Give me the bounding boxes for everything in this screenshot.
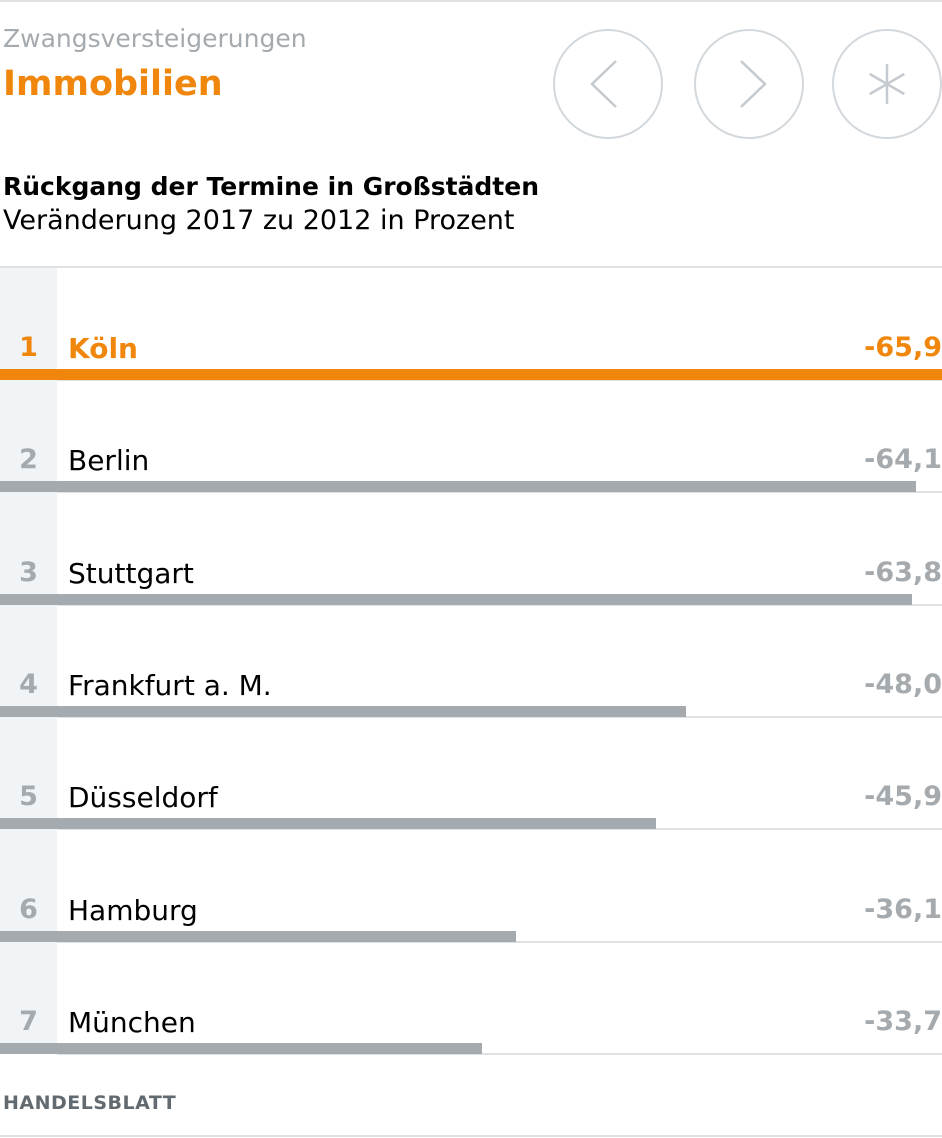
rank-label: 5 — [19, 781, 38, 813]
row-divider — [57, 379, 942, 381]
chart-title: Rückgang der Termine in Großstädten — [3, 172, 540, 201]
bar-row: 4 Frankfurt a. M. -48,0 — [0, 605, 942, 718]
rank-column — [0, 268, 57, 1054]
bar-chart: 1 Köln -65,9 2 Berlin -64,1 3 Stuttgart -63,8 4 Fr… — [0, 268, 942, 1055]
category-label: München — [68, 1005, 196, 1039]
bottom-rule — [0, 1135, 942, 1137]
bar-row: 6 Hamburg -36,1 — [0, 830, 942, 943]
rank-label: 3 — [19, 556, 38, 588]
category-label: Hamburg — [68, 893, 198, 927]
rank-label: 6 — [19, 893, 38, 925]
row-divider — [57, 603, 942, 606]
value-label: -64,1 — [864, 444, 942, 476]
asterisk-icon — [869, 64, 905, 104]
category-label: Berlin — [68, 444, 150, 478]
chevron-left-icon — [590, 60, 617, 108]
value-label: -65,9 — [864, 332, 942, 363]
section-title: Immobilien — [3, 64, 223, 104]
rank-label: 2 — [19, 444, 38, 476]
bar — [0, 705, 687, 717]
bar-row: 2 Berlin -64,1 — [0, 380, 942, 494]
menu-button[interactable] — [832, 29, 942, 139]
category-label: Köln — [68, 332, 138, 365]
rank-label: 4 — [19, 668, 38, 700]
chevron-right-icon — [740, 60, 767, 108]
value-label: -33,7 — [864, 1005, 942, 1037]
bar — [0, 1042, 482, 1054]
prev-button[interactable] — [553, 29, 663, 139]
category-label: Frankfurt a. M. — [68, 668, 272, 702]
rank-label: 7 — [19, 1005, 38, 1037]
bar — [0, 481, 917, 493]
row-divider — [57, 828, 942, 831]
value-label: -48,0 — [864, 668, 942, 700]
source-label: HANDELSBLATT — [3, 1092, 177, 1114]
bar-row: 5 Düsseldorf -45,9 — [0, 717, 942, 831]
row-divider — [57, 715, 942, 718]
value-label: -63,8 — [864, 556, 942, 588]
category-label: Düsseldorf — [68, 781, 218, 815]
chart-top-rule — [0, 266, 942, 268]
kicker: Zwangsversteigerungen — [3, 24, 307, 53]
bar — [0, 930, 517, 942]
bar — [0, 369, 942, 380]
top-rule — [0, 0, 942, 2]
bar — [0, 593, 912, 605]
value-label: -36,1 — [864, 893, 942, 925]
bar — [0, 818, 657, 830]
rank-label: 1 — [19, 332, 38, 363]
row-divider — [57, 940, 942, 943]
next-button[interactable] — [694, 29, 804, 139]
value-label: -45,9 — [864, 781, 942, 813]
row-divider — [57, 1052, 942, 1055]
bar-row: 1 Köln -65,9 — [0, 268, 942, 381]
row-divider — [57, 491, 942, 494]
category-label: Stuttgart — [68, 556, 194, 590]
chart-subtitle: Veränderung 2017 zu 2012 in Prozent — [3, 205, 515, 236]
bar-row: 3 Stuttgart -63,8 — [0, 493, 942, 606]
bar-row: 7 München -33,7 — [0, 942, 942, 1055]
